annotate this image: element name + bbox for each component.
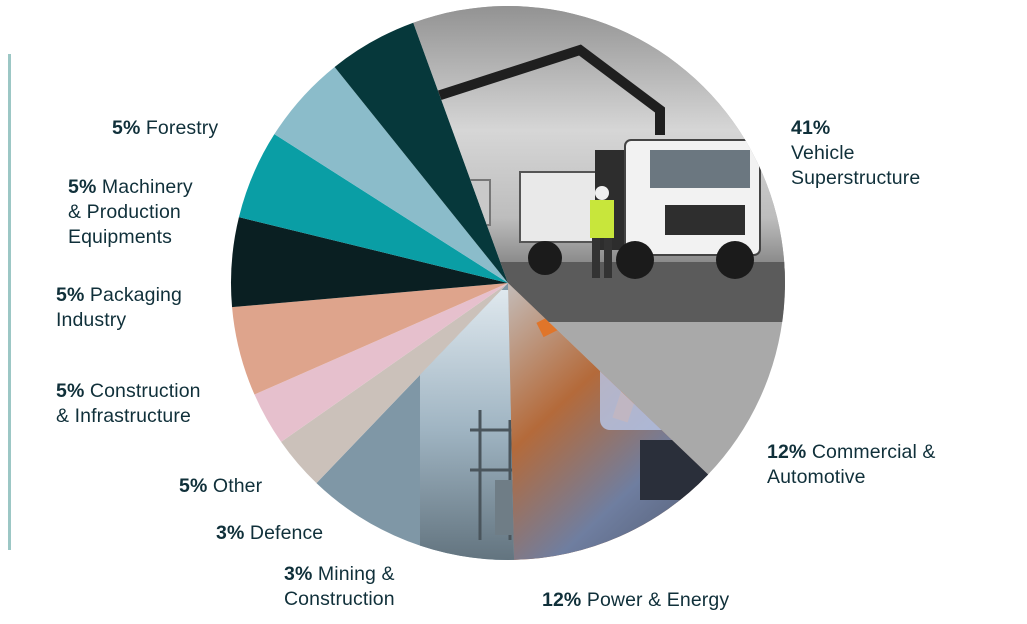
label-mining-construction: 3% Mining & Construction [284, 563, 395, 610]
pie-slice-other [232, 283, 509, 395]
left-accent-rule [8, 54, 11, 550]
label-forestry: 5% Forestry [112, 117, 219, 139]
label-construction-infrastructure: 5% Construction & Infrastructure [56, 380, 201, 427]
label-packaging-industry: 5% Packaging Industry [56, 284, 182, 331]
pie-slice-forestry [334, 22, 508, 284]
pie-slice-packaging-industry [238, 134, 508, 283]
label-other: 5% Other [179, 475, 263, 497]
label-vehicle-superstructure: 41% Vehicle Superstructure [791, 117, 921, 189]
pie-slice-construction-infrastructure [230, 217, 508, 308]
label-machinery-production: 5% Machinery & Production Equipments [68, 176, 193, 248]
pie-slice-machinery-production-equipments [274, 66, 508, 283]
label-defence: 3% Defence [216, 522, 324, 544]
label-power-energy: 12% Power & Energy [542, 589, 730, 611]
pie-slice-mining-construction [281, 283, 508, 484]
pie-slice-defence [254, 283, 508, 442]
label-commercial-automotive: 12% Commercial & Automotive [767, 441, 936, 488]
